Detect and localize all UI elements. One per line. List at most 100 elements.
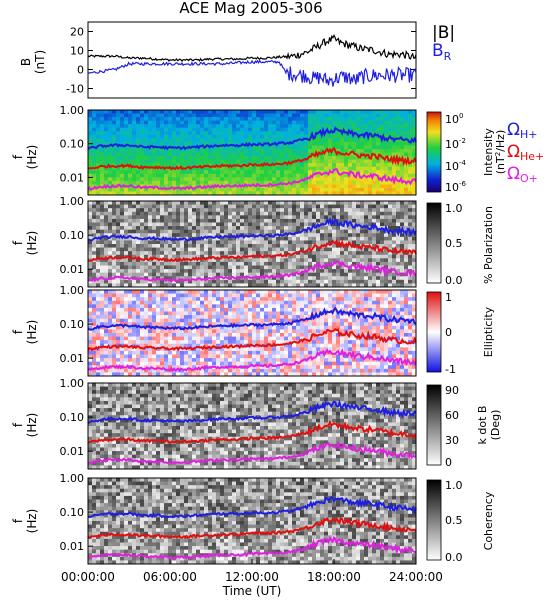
spectrogram-cell — [388, 201, 393, 205]
spectrogram-cell — [196, 347, 201, 352]
spectrogram-cell — [124, 240, 129, 245]
spectrogram-cell — [104, 361, 109, 366]
spectrogram-cell — [148, 117, 153, 122]
spectrogram-cell — [120, 177, 125, 182]
spectrogram-cell — [232, 173, 237, 178]
spectrogram-cell — [348, 269, 353, 274]
spectrogram-cell — [300, 201, 305, 205]
spectrogram-cell — [180, 208, 185, 213]
spectrogram-cell — [196, 163, 201, 168]
spectrogram-cell — [348, 233, 353, 238]
spectrogram-cell — [104, 322, 109, 327]
spectrogram-cell — [352, 240, 357, 245]
spectrogram-cell — [292, 247, 297, 252]
spectrogram-cell — [116, 180, 121, 185]
spectrogram-cell — [180, 372, 185, 377]
spectrogram-cell — [152, 117, 157, 122]
spectrogram-cell — [148, 304, 153, 309]
spectrogram-cell — [192, 311, 197, 316]
spectrogram-cell — [252, 354, 257, 359]
spectrogram-cell — [236, 236, 241, 241]
spectrogram-cell — [236, 201, 241, 205]
spectrogram-cell — [300, 218, 305, 223]
spectrogram-cell — [356, 215, 361, 220]
spectrogram-cell — [92, 279, 97, 284]
spectrogram-cell — [404, 279, 409, 284]
spectrogram-cell — [232, 244, 237, 248]
spectrogram-cell — [400, 283, 405, 288]
spectrogram-cell — [372, 159, 377, 164]
spectrogram-cell — [408, 120, 413, 125]
spectrogram-cell — [180, 229, 185, 234]
spectrogram-cell — [356, 233, 361, 238]
spectrogram-cell — [200, 159, 205, 164]
spectrogram-cell — [236, 358, 241, 363]
spectrogram-cell — [216, 226, 221, 231]
spectrogram-cell — [144, 354, 149, 359]
spectrogram-cell — [232, 240, 237, 245]
spectrogram-cell — [152, 131, 157, 136]
spectrogram-cell — [312, 138, 317, 143]
spectrogram-cell — [160, 124, 165, 129]
spectrogram-cell — [144, 163, 149, 168]
spectrogram-cell — [328, 276, 333, 281]
spectrogram-cell — [364, 177, 369, 182]
spectrogram-cell — [168, 120, 173, 125]
spectrogram-cell — [108, 187, 113, 192]
spectrogram-cell — [148, 340, 153, 345]
spectrogram-cell — [152, 315, 157, 320]
spectrogram-cell — [288, 166, 293, 171]
spectrogram-cell — [100, 300, 105, 305]
spectrogram-cell — [88, 124, 93, 129]
spectrogram-cell — [212, 261, 217, 266]
spectrogram-cell — [128, 131, 133, 136]
spectrogram-cell — [108, 283, 113, 288]
spectrogram-cell — [408, 208, 413, 213]
spectrogram-cell — [96, 336, 101, 341]
spectrogram-cell — [232, 218, 237, 223]
spectrogram-cell — [116, 304, 121, 309]
spectrogram-cell — [200, 318, 205, 323]
spectrogram-cell — [392, 201, 397, 205]
spectrogram-cell — [100, 311, 105, 316]
spectrogram-cell — [116, 110, 121, 114]
spectrogram-cell — [116, 170, 121, 175]
spectrogram-cell — [264, 208, 269, 213]
spectrogram-cell — [96, 315, 101, 320]
spectrogram-cell — [176, 159, 181, 164]
spectrogram-cell — [132, 148, 137, 153]
spectrogram-cell — [384, 204, 389, 209]
spectrogram-cell — [396, 110, 401, 114]
spectrogram-cell — [220, 180, 225, 185]
spectrogram-cell — [100, 325, 105, 330]
spectrogram-cell — [176, 265, 181, 270]
spectrogram-cell — [112, 226, 117, 231]
spectrogram-cell — [248, 211, 253, 216]
spectrogram-cell — [380, 141, 385, 146]
spectrogram-cell — [396, 148, 401, 153]
spectrogram-cell — [256, 191, 261, 196]
spectrogram-cell — [144, 127, 149, 132]
spectrogram-cell — [116, 141, 121, 146]
spectrogram-cell — [328, 152, 333, 157]
spectrogram-cell — [272, 279, 277, 284]
spectrogram-cell — [192, 265, 197, 270]
spectrogram-cell — [372, 261, 377, 266]
spectrogram-cell — [408, 201, 413, 205]
spectrogram-cell — [252, 229, 257, 234]
spectrogram-cell — [88, 325, 93, 330]
legend-radial-field: BR — [432, 41, 452, 63]
spectrogram-cell — [212, 358, 217, 363]
spectrogram-cell — [404, 145, 409, 150]
spectrogram-cell — [196, 187, 201, 192]
spectrogram-cell — [200, 258, 205, 263]
spectrogram-cell — [152, 358, 157, 363]
spectrogram-cell — [172, 358, 177, 363]
spectrogram-cell — [236, 156, 241, 160]
spectrogram-cell — [192, 361, 197, 366]
spectrogram-cell — [172, 120, 177, 125]
spectrogram-cell — [296, 226, 301, 231]
spectrogram-cell — [152, 311, 157, 316]
spectrogram-cell — [176, 180, 181, 185]
spectrogram-cell — [392, 272, 397, 277]
